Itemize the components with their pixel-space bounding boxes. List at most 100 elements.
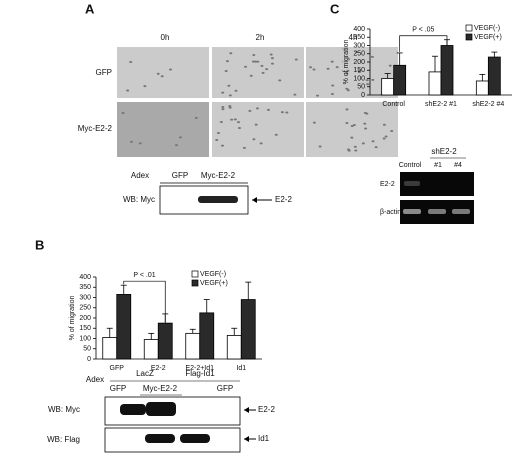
probe-label: E2-2 (380, 181, 395, 188)
blot-band (404, 181, 420, 186)
band-label: E2-2 (275, 195, 292, 204)
cell (318, 145, 322, 148)
y-tick-label: 200 (353, 59, 365, 66)
group-label: Flag-Id1 (185, 369, 215, 378)
cell (382, 137, 386, 140)
y-tick-label: 50 (83, 346, 91, 353)
cell (365, 79, 369, 82)
time-label: 4h (349, 33, 358, 42)
cell (261, 71, 265, 74)
cell (265, 68, 269, 71)
cell (294, 58, 298, 61)
cell (357, 71, 361, 74)
cell (237, 121, 241, 124)
cell (260, 64, 264, 67)
lane-label: Myc-E2-2 (143, 384, 178, 393)
y-tick-label: 400 (79, 274, 91, 281)
bar (475, 80, 489, 96)
y-tick-label: 350 (79, 284, 91, 291)
blot-band (452, 209, 470, 214)
y-tick-label: 0 (361, 92, 365, 99)
cell (350, 124, 354, 127)
micrograph (117, 47, 209, 98)
cell (169, 68, 173, 71)
legend-label: VEGF(-) (474, 25, 500, 32)
cell (366, 83, 370, 86)
y-tick-label: 300 (79, 294, 91, 301)
x-tick-label: E2-2 (151, 365, 166, 372)
legend-label: VEGF(-) (200, 271, 226, 278)
cell (280, 111, 284, 114)
cell (352, 123, 356, 126)
blot-band (428, 209, 446, 214)
legend-swatch (191, 279, 199, 287)
bar (116, 294, 132, 360)
micrograph (212, 102, 304, 157)
blot-band (180, 434, 210, 443)
cell (244, 65, 248, 68)
annotation: P < .05 (412, 27, 434, 34)
y-tick-label: 250 (353, 51, 365, 58)
cell (345, 108, 349, 111)
legend-label: VEGF(+) (474, 34, 502, 41)
cell (221, 105, 225, 108)
cell (370, 55, 374, 58)
annotation: P < .01 (133, 272, 155, 279)
cell (330, 93, 334, 96)
y-tick-label: 200 (79, 315, 91, 322)
y-tick-label: 250 (79, 305, 91, 312)
cell (316, 94, 320, 97)
bar (157, 322, 173, 360)
blot-band (120, 404, 146, 415)
cell (160, 75, 164, 78)
cell (174, 144, 178, 147)
y-tick-label: 350 (353, 34, 365, 41)
y-tick-label: 100 (353, 75, 365, 82)
y-tick-label: 50 (357, 84, 365, 91)
x-tick-label: shE2-2 #4 (472, 101, 504, 108)
bar (143, 339, 159, 360)
lane-label: GFP (172, 171, 188, 180)
micrograph (117, 102, 209, 157)
row-label: Myc-E2-2 (78, 124, 113, 133)
bar (240, 299, 256, 360)
cell (353, 145, 357, 148)
legend-swatch (465, 24, 473, 32)
probe-label: WB: Flag (47, 435, 80, 444)
cell (309, 66, 313, 69)
cell (228, 106, 232, 109)
cell (285, 111, 289, 114)
cell (194, 116, 198, 119)
bar (440, 45, 454, 96)
cell (230, 118, 234, 121)
blot-band (145, 434, 175, 443)
probe-label: WB: Myc (48, 405, 80, 414)
cell (270, 62, 274, 65)
cell (219, 121, 223, 124)
cell (345, 72, 349, 75)
cell (248, 109, 252, 112)
blot-label: Adex (86, 375, 104, 384)
cell (254, 60, 258, 63)
cell (390, 129, 394, 132)
bar (185, 332, 201, 360)
cell (256, 60, 260, 63)
lane-label: GFP (110, 384, 126, 393)
blot-label: Adex (131, 171, 149, 180)
cell (233, 118, 237, 121)
cell (354, 149, 358, 152)
group-label: LacZ (136, 369, 154, 378)
y-tick-label: 150 (79, 325, 91, 332)
cell (384, 135, 388, 138)
legend-swatch (191, 270, 199, 278)
cell (130, 140, 134, 143)
cell (220, 144, 224, 147)
y-axis-label: % of migration (69, 296, 76, 341)
cell (371, 78, 375, 81)
time-label: 2h (256, 33, 265, 42)
cell (225, 60, 229, 63)
panel-label: C (330, 1, 340, 16)
bar (428, 71, 442, 96)
arrow-head (252, 197, 257, 203)
cell (364, 127, 368, 130)
